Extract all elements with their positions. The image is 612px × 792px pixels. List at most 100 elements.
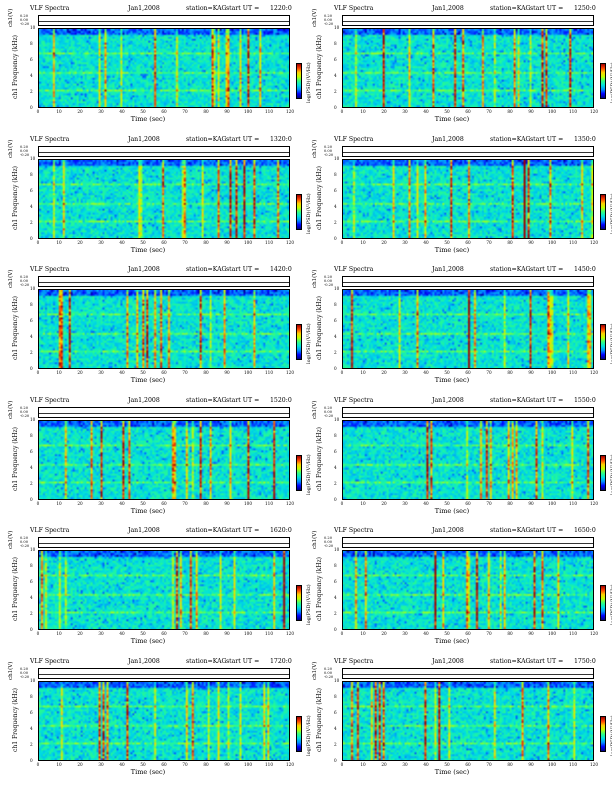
waveform-tick-label: -0.20 <box>20 153 30 157</box>
panel-station: station=KAG <box>186 658 227 665</box>
colorbar <box>296 324 302 360</box>
time-tick-label: 10 <box>360 501 366 506</box>
waveform-tick-label: 0.20 <box>324 406 333 410</box>
frequency-tick-label: 6 <box>30 318 33 323</box>
panel-header: VLF Spectra Jan1,2008 station=KAG start UT … <box>8 136 296 146</box>
frequency-tick-label: 8 <box>30 433 33 438</box>
time-tick-label: 60 <box>465 109 471 114</box>
time-tick-label: 110 <box>265 240 273 245</box>
waveform-trace <box>343 542 593 544</box>
time-tick-label: 0 <box>36 370 40 375</box>
time-tick-label: 30 <box>98 501 104 506</box>
spectrogram-heatmap <box>39 290 289 368</box>
waveform-trace <box>39 20 289 22</box>
time-tick-label: 110 <box>569 501 577 506</box>
time-tick-label: 30 <box>98 762 104 767</box>
time-tick-label: 100 <box>548 109 556 114</box>
frequency-tick-label: 8 <box>334 563 337 568</box>
time-tick-label: 60 <box>161 501 167 506</box>
waveform-tick-label: 0.00 <box>324 540 333 544</box>
spectrogram-panel: VLF Spectra Jan1,2008 station=KAG start UT … <box>312 397 612 523</box>
colorbar <box>296 194 302 230</box>
waveform-tick-label: 0.20 <box>20 145 29 149</box>
time-tick-label: 50 <box>140 240 146 245</box>
time-tick-label: 70 <box>486 501 492 506</box>
frequency-axis-label: ch1 Frequency (kHz) <box>316 34 323 99</box>
time-tick-label: 30 <box>402 370 408 375</box>
time-tick-label: 110 <box>569 370 577 375</box>
waveform-tick-label: 0.00 <box>20 671 29 675</box>
panel-station: station=KAG <box>490 136 531 143</box>
frequency-tick-label: 0 <box>334 366 337 371</box>
spectrogram-plot <box>38 420 290 500</box>
panel-title: VLF Spectra <box>30 266 70 273</box>
frequency-tick-label: 8 <box>334 302 337 307</box>
waveform-axis-label: ch1(V) <box>312 661 318 680</box>
panel-header: VLF Spectra Jan1,2008 station=KAG start UT … <box>8 266 296 276</box>
frequency-axis-label: ch1 Frequency (kHz) <box>316 426 323 491</box>
time-tick-label: 40 <box>119 631 125 636</box>
time-tick-label: 60 <box>161 762 167 767</box>
frequency-tick-label: 6 <box>334 188 337 193</box>
spectrogram-plot <box>38 681 290 761</box>
time-tick-label: 120 <box>286 109 294 114</box>
frequency-tick-label: 2 <box>334 742 337 747</box>
time-tick-label: 20 <box>381 501 387 506</box>
panel-title: VLF Spectra <box>334 5 374 12</box>
frequency-tick-label: 6 <box>30 579 33 584</box>
time-tick-label: 20 <box>77 370 83 375</box>
time-axis-label: Time (sec) <box>434 507 470 515</box>
time-tick-label: 80 <box>203 501 209 506</box>
waveform-tick-label: 0.00 <box>20 18 29 22</box>
frequency-tick-label: 10 <box>334 417 340 422</box>
time-tick-label: 80 <box>507 370 513 375</box>
frequency-tick-label: 4 <box>30 595 33 600</box>
panel-start-label: start UT = <box>530 397 564 404</box>
frequency-tick-label: 2 <box>30 350 33 355</box>
waveform-strip <box>342 146 594 157</box>
frequency-tick-label: 6 <box>334 318 337 323</box>
time-tick-label: 70 <box>486 762 492 767</box>
waveform-axis-label: ch1(V) <box>312 269 318 288</box>
panel-date: Jan1,2008 <box>432 397 464 404</box>
time-tick-label: 50 <box>444 109 450 114</box>
waveform-trace <box>343 151 593 153</box>
panel-station: station=KAG <box>186 266 227 273</box>
waveform-tick-label: -0.20 <box>324 675 334 679</box>
waveform-tick-label: -0.20 <box>324 22 334 26</box>
time-tick-label: 80 <box>203 109 209 114</box>
frequency-tick-label: 10 <box>30 547 36 552</box>
time-tick-label: 120 <box>590 370 598 375</box>
frequency-tick-label: 8 <box>334 172 337 177</box>
panel-date: Jan1,2008 <box>432 5 464 12</box>
frequency-tick-label: 10 <box>30 678 36 683</box>
frequency-tick-label: 6 <box>334 710 337 715</box>
panel-date: Jan1,2008 <box>128 266 160 273</box>
waveform-strip <box>38 407 290 418</box>
waveform-tick-label: 0.00 <box>324 18 333 22</box>
time-tick-label: 40 <box>119 109 125 114</box>
spectrogram-panel: VLF Spectra Jan1,2008 station=KAG start UT … <box>312 136 612 262</box>
panel-date: Jan1,2008 <box>432 266 464 273</box>
waveform-strip <box>342 276 594 287</box>
time-axis-label: Time (sec) <box>130 246 166 254</box>
frequency-tick-label: 4 <box>334 334 337 339</box>
panel-header: VLF Spectra Jan1,2008 station=KAG start UT … <box>312 5 600 15</box>
time-tick-label: 70 <box>182 109 188 114</box>
waveform-tick-label: -0.20 <box>20 22 30 26</box>
spectrogram-heatmap <box>343 551 593 629</box>
frequency-tick-label: 10 <box>30 25 36 30</box>
frequency-tick-label: 0 <box>30 366 33 371</box>
frequency-tick-label: 8 <box>30 41 33 46</box>
panel-date: Jan1,2008 <box>128 136 160 143</box>
time-tick-label: 110 <box>265 762 273 767</box>
frequency-tick-label: 0 <box>30 627 33 632</box>
waveform-tick-label: 0.00 <box>20 540 29 544</box>
time-tick-label: 120 <box>286 762 294 767</box>
panel-date: Jan1,2008 <box>128 397 160 404</box>
time-tick-label: 90 <box>224 631 230 636</box>
frequency-tick-label: 4 <box>30 726 33 731</box>
time-tick-label: 10 <box>360 370 366 375</box>
waveform-tick-label: 0.20 <box>20 406 29 410</box>
panel-header: VLF Spectra Jan1,2008 station=KAG start UT … <box>312 397 600 407</box>
